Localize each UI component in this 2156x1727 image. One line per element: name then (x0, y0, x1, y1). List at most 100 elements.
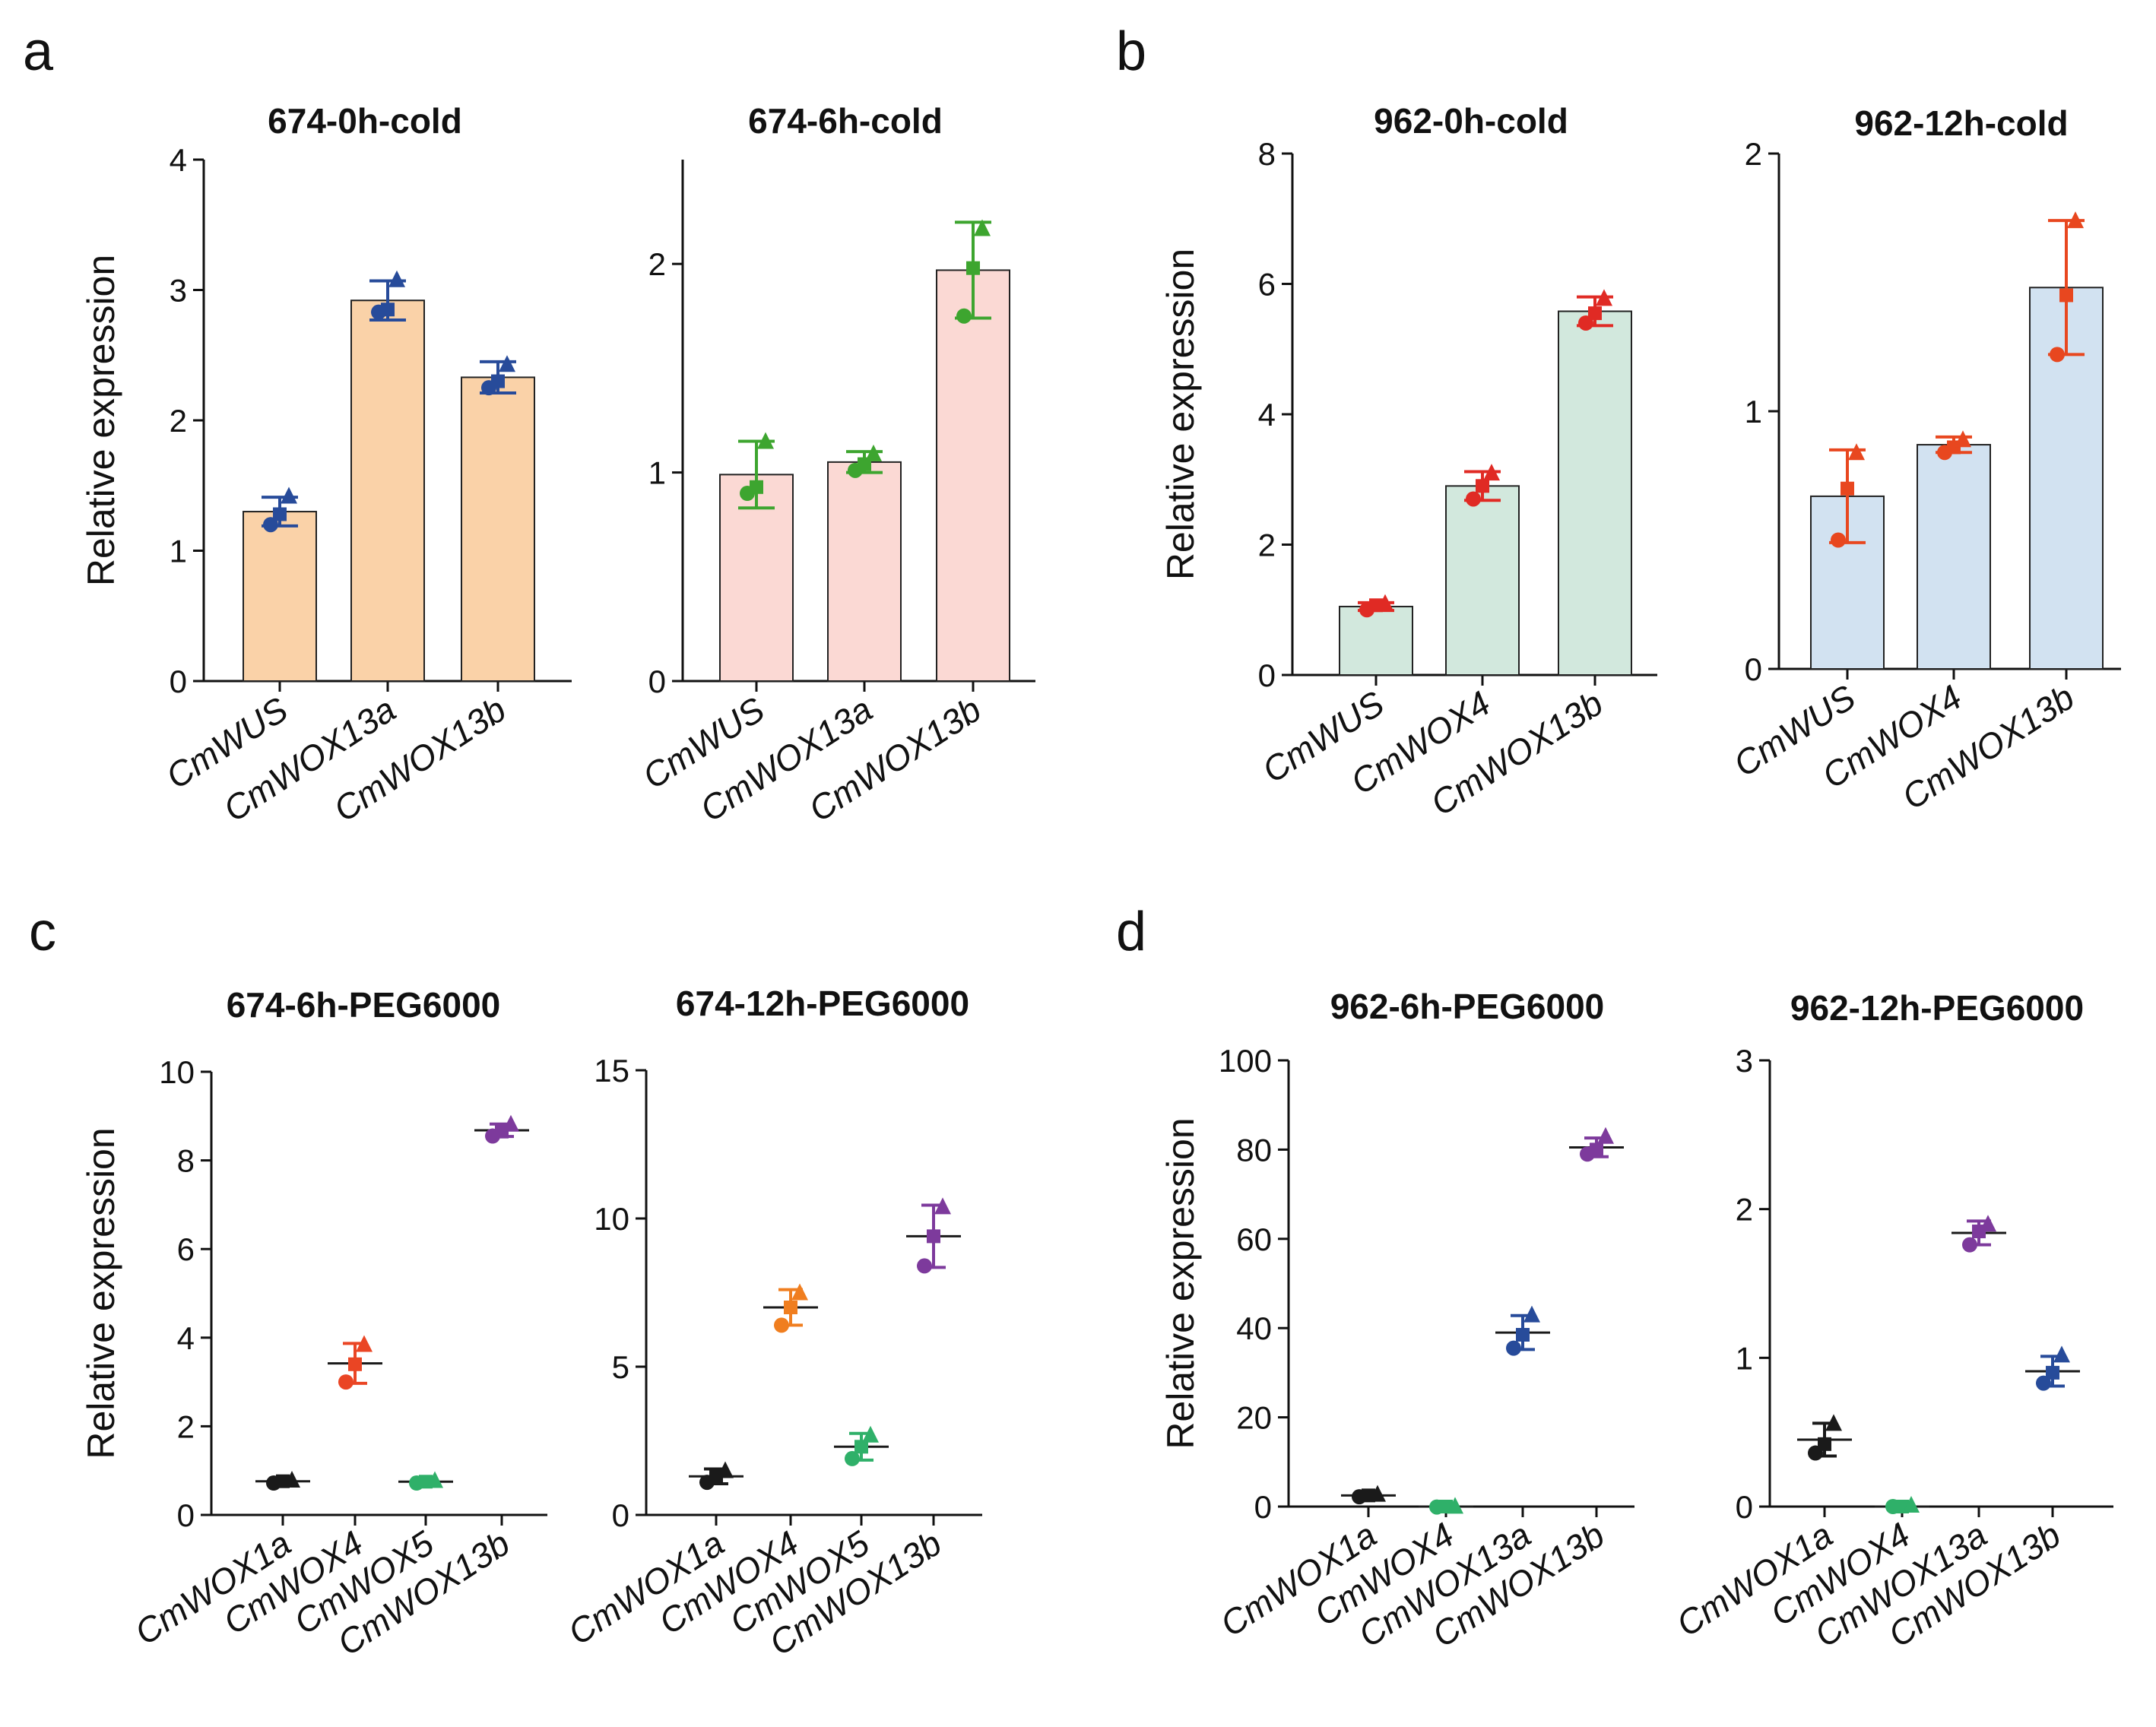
chart-title: 674-6h-cold (748, 101, 943, 141)
y-tick-label: 0 (170, 664, 187, 699)
y-tick-label: 1 (170, 534, 187, 569)
y-tick-label: 80 (1236, 1132, 1272, 1168)
y-tick-label: 3 (170, 273, 187, 309)
panel-letter-c: c (29, 902, 56, 962)
data-point (281, 486, 297, 504)
data-point (1447, 1497, 1463, 1514)
y-tick-label: 2 (1736, 1192, 1753, 1228)
data-point (966, 261, 980, 275)
y-tick-label: 8 (1258, 136, 1276, 172)
data-point (491, 374, 505, 388)
y-tick-label: 6 (177, 1231, 195, 1267)
y-tick-label: 0 (177, 1497, 195, 1533)
data-point (1369, 1485, 1386, 1502)
chart-title: 674-6h-PEG6000 (227, 985, 501, 1025)
data-point (862, 1425, 879, 1443)
chart-8: 962-12h-PEG60000123CmWOX1aCmWOX4CmWOX13a… (1669, 988, 2113, 1655)
y-tick-label: 0 (612, 1497, 629, 1533)
data-point (1476, 479, 1489, 493)
data-point (503, 1114, 519, 1132)
data-point (757, 432, 774, 449)
y-tick-label: 8 (177, 1143, 195, 1179)
bar (1917, 444, 1991, 670)
data-point (1590, 1142, 1603, 1157)
chart-title: 962-12h-cold (1854, 103, 2068, 143)
bar (243, 511, 317, 682)
data-point (956, 308, 972, 324)
y-tick-label: 4 (170, 142, 187, 178)
bar (827, 461, 902, 682)
data-point (1962, 1237, 1977, 1253)
y-tick-label: 5 (612, 1349, 629, 1385)
y-tick-label: 2 (1258, 528, 1276, 563)
y-tick-label: 15 (594, 1053, 629, 1088)
y-tick-label: 40 (1236, 1310, 1272, 1346)
y-tick-label: 10 (594, 1201, 629, 1237)
data-point (934, 1197, 951, 1215)
y-tick-label: 4 (177, 1320, 195, 1356)
data-point (2067, 211, 2084, 229)
y-axis-label: Relative expression (80, 255, 122, 586)
y-tick-label: 100 (1219, 1043, 1272, 1079)
data-point (381, 303, 395, 317)
data-point (1597, 1127, 1614, 1144)
y-tick-label: 60 (1236, 1222, 1272, 1257)
data-point (927, 1229, 940, 1244)
y-tick-label: 10 (159, 1054, 195, 1090)
data-point (2059, 288, 2073, 303)
y-tick-label: 3 (1736, 1043, 1753, 1079)
chart-title: 674-12h-PEG6000 (676, 984, 969, 1023)
data-point (1831, 532, 1846, 548)
y-tick-label: 2 (177, 1409, 195, 1444)
data-point (1980, 1215, 1996, 1232)
data-point (1516, 1328, 1530, 1342)
data-point (1523, 1305, 1540, 1323)
data-point (284, 1470, 300, 1488)
y-tick-label: 2 (648, 246, 666, 282)
bar (936, 269, 1010, 682)
data-point (388, 270, 405, 287)
data-point (854, 1440, 868, 1454)
y-axis-label: Relative expression (80, 1127, 122, 1459)
y-axis-label: Relative expression (1159, 1117, 1202, 1449)
data-point (865, 444, 882, 461)
y-tick-label: 0 (1254, 1489, 1272, 1525)
data-point (1588, 306, 1602, 321)
y-tick-label: 6 (1258, 267, 1276, 303)
data-point (1825, 1414, 1842, 1431)
data-point (338, 1374, 354, 1390)
chart-5: 674-6h-PEG6000 Relative expression 0 2 4 6 8 10… (80, 985, 547, 1663)
bar (350, 299, 425, 682)
data-point (774, 1317, 789, 1333)
y-tick-label: 2 (170, 403, 187, 439)
data-point (1955, 430, 1971, 448)
chart-title: 962-0h-cold (1374, 101, 1568, 141)
bar (1339, 605, 1413, 677)
y-tick-label: 0 (648, 664, 666, 699)
data-point (273, 507, 287, 521)
data-point (750, 480, 763, 494)
data-point (1841, 481, 1854, 496)
data-point (2050, 347, 2065, 363)
data-point (845, 1450, 860, 1466)
data-point (1848, 443, 1865, 461)
chart-title: 962-12h-PEG6000 (1790, 988, 2084, 1028)
y-tick-label: 4 (1258, 397, 1276, 433)
bar (1445, 485, 1520, 677)
y-tick-label: 0 (1745, 651, 1762, 687)
panel-letter-b: b (1116, 21, 1146, 82)
data-point (1903, 1496, 1920, 1513)
data-point (2053, 1345, 2070, 1363)
data-point (356, 1335, 373, 1352)
data-point (348, 1357, 362, 1371)
y-tick-label: 20 (1236, 1400, 1272, 1436)
data-point (1377, 594, 1393, 611)
data-point (1466, 491, 1481, 507)
data-point (1483, 464, 1500, 481)
y-tick-label: 1 (1736, 1340, 1753, 1376)
y-axis-label: Relative expression (1159, 249, 1202, 580)
data-point (1818, 1437, 1831, 1451)
